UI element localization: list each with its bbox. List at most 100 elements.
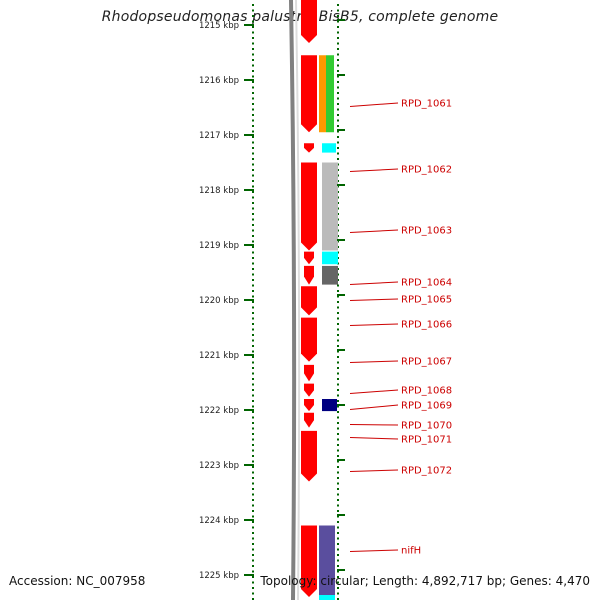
ruler-dot (337, 130, 339, 133)
ruler-dot (252, 169, 254, 171)
ruler-dot (337, 493, 339, 496)
gene-arrow-partial (301, 0, 317, 43)
leader-line (349, 229, 399, 233)
leader-line (349, 298, 399, 301)
ruler-dot (337, 86, 339, 89)
gene-arrow-rpd_1069 (304, 383, 314, 397)
ruler-dot (337, 48, 339, 50)
ruler-dot (337, 284, 339, 287)
backbone-highlight (295, 0, 301, 600)
gene-arrow-rpd_1067 (301, 317, 317, 362)
ruler-dot (252, 20, 254, 23)
ruler-dot (252, 565, 254, 567)
ruler-dot (337, 59, 339, 61)
ruler-dot (252, 70, 254, 72)
ruler-dot (252, 103, 254, 105)
gene-label-rpd_1072: RPD_1072 (401, 466, 452, 477)
ruler-dot (252, 504, 254, 507)
ruler-dot (337, 548, 339, 551)
ruler-dot (252, 510, 254, 512)
gene-arrow-rpd_1061 (301, 55, 317, 133)
ruler-dot (252, 185, 254, 188)
ruler-dot (337, 141, 339, 144)
ruler-dot (252, 119, 254, 122)
gene-label-rpd_1063: RPD_1063 (401, 226, 452, 237)
ruler-dot (252, 152, 254, 155)
ruler-dot (252, 339, 254, 342)
backbone-arc (289, 0, 297, 600)
gene-arrow-rpd_1068 (304, 364, 314, 382)
ruler-dot (252, 482, 254, 485)
leader-line (349, 323, 399, 326)
ruler-dot (252, 543, 254, 545)
ruler-dot (337, 108, 339, 111)
ruler-dot (252, 411, 254, 413)
ruler-dot (337, 9, 339, 12)
gene-track (301, 0, 317, 597)
leader-line (349, 281, 399, 285)
ruler-dot (252, 284, 254, 287)
ruler-dot (337, 587, 339, 589)
ruler-dot (337, 147, 339, 149)
ruler-dot (337, 598, 339, 600)
gene-arrow-rpd_1064 (304, 251, 314, 265)
ruler-dot (252, 114, 254, 116)
ruler-dot (252, 515, 254, 518)
ruler-dot (337, 31, 339, 34)
ruler-dot (337, 411, 339, 413)
ruler-dot (252, 257, 254, 259)
ruler-dot (337, 4, 339, 6)
ruler-dot (252, 229, 254, 232)
ruler-dot (337, 449, 339, 452)
ruler-dot (337, 15, 339, 17)
leader-line (349, 168, 399, 172)
ruler-dot (337, 422, 339, 424)
ruler-dot (252, 59, 254, 61)
ruler-dot (252, 493, 254, 496)
gene-arrow-rpd_1066 (301, 286, 317, 316)
ruler-dot (252, 48, 254, 50)
ruler-dot (337, 565, 339, 567)
ruler-dot (337, 504, 339, 507)
ruler-dot (252, 372, 254, 375)
ruler-dot (252, 576, 254, 578)
ruler-dot (252, 213, 254, 215)
ruler-dot (252, 130, 254, 133)
ruler-dot (252, 97, 254, 100)
ruler-dot (337, 328, 339, 331)
ruler-dot (252, 42, 254, 45)
gene-arrow-rpd_1065 (304, 265, 314, 285)
cog-block-cyan (322, 251, 338, 265)
gene-arrow-rpd_1062 (304, 143, 314, 153)
ruler-dot (337, 510, 339, 512)
ruler-dot (337, 53, 339, 56)
ruler-dot (252, 378, 254, 380)
cog-track (319, 55, 338, 600)
ruler-dot (252, 345, 254, 347)
ruler-dot (252, 361, 254, 364)
ruler-dot (337, 339, 339, 342)
gene-label-rpd_1061: RPD_1061 (401, 99, 452, 110)
ruler-dot (337, 405, 339, 408)
ruler-dot (252, 246, 254, 248)
ruler-dot (337, 499, 339, 501)
ruler-dot (337, 119, 339, 122)
ruler-dot (252, 477, 254, 479)
ruler-dot (252, 416, 254, 419)
gene-label-rpd_1068: RPD_1068 (401, 386, 452, 397)
ruler-dot (252, 262, 254, 265)
ruler-dot (252, 4, 254, 6)
cog-block-lightgray (322, 162, 338, 251)
ruler-dot (252, 136, 254, 138)
kbp-axis: 1215 kbp 1216 kbp 1217 kbp 1218 kbp 1219 kbp… (199, 19, 345, 581)
ruler-dot (252, 218, 254, 221)
ruler-dot (252, 295, 254, 298)
leader-line (349, 404, 399, 410)
axis-tick-label: 1218 kbp (199, 186, 239, 196)
leader-line (349, 424, 399, 426)
ruler-dot (337, 301, 339, 303)
ruler-dot (337, 389, 339, 391)
gene-label-rpd_1065: RPD_1065 (401, 295, 452, 306)
ruler-dot (252, 174, 254, 177)
ruler-dot (252, 290, 254, 292)
